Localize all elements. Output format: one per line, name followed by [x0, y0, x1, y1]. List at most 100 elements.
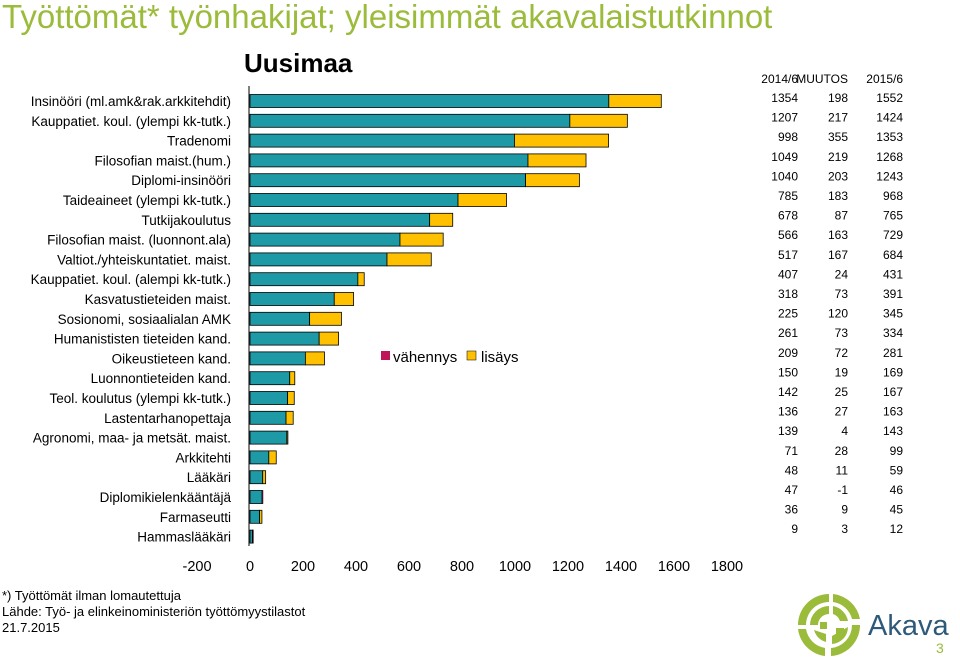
table-cell: 9	[841, 503, 848, 517]
table-cell: 1243	[876, 169, 903, 183]
bar-increase	[333, 292, 355, 306]
legend-label-increase: lisäys	[481, 349, 519, 366]
table-cell: 566	[778, 228, 798, 242]
bar-base	[249, 351, 306, 366]
table-cell: 203	[828, 169, 848, 183]
footnote-date: 21.7.2015	[2, 620, 60, 635]
x-tick-label: 400	[344, 559, 368, 575]
legend-swatch-increase	[466, 350, 477, 361]
logo-text: Akava	[868, 610, 949, 642]
legend: vähennys lisäys	[381, 349, 519, 366]
bar-increase	[514, 133, 609, 148]
x-tick-label: 1800	[711, 559, 743, 575]
bar-increase	[287, 391, 295, 405]
table-cell: 27	[835, 405, 849, 419]
table-cell: 136	[778, 405, 798, 419]
table-cell: 355	[828, 130, 848, 144]
table-cell: 684	[883, 248, 903, 262]
table-cell: 345	[883, 307, 903, 321]
x-tick-label: 200	[291, 559, 315, 575]
table-cell: 998	[778, 130, 798, 144]
table-cell: 407	[778, 267, 798, 281]
table-cell: 11	[836, 463, 849, 477]
bar-base	[249, 193, 459, 207]
bar-base	[249, 153, 529, 168]
bar-increase	[268, 450, 277, 465]
bar-increase	[357, 272, 365, 287]
category-label: Valtiot./yhteiskuntatiet. maist.	[57, 252, 231, 267]
table-header: MUUTOS	[796, 72, 848, 86]
table-cell: 12	[890, 522, 904, 536]
table-cell: 87	[835, 209, 849, 223]
legend-label-decrease: vähennys	[393, 349, 457, 366]
table-cell: 4	[841, 424, 848, 438]
page-title: Työttömät* työnhakijat; yleisimmät akava…	[2, 0, 773, 35]
table-cell: 46	[890, 483, 904, 497]
table-cell: 1424	[876, 111, 903, 125]
bar-increase	[525, 173, 580, 188]
table-cell: 25	[835, 385, 849, 399]
table-cell: 281	[883, 346, 903, 360]
table-cell: 209	[778, 346, 798, 360]
x-tick-label: -200	[182, 559, 211, 575]
bar-base	[249, 133, 515, 148]
table-cell: 72	[835, 346, 849, 360]
category-label: Hammaslääkäri	[137, 530, 231, 545]
category-label: Lääkäri	[187, 470, 231, 485]
x-tick-label: 600	[397, 559, 421, 575]
bar-base	[249, 391, 289, 405]
category-label: Sosionomi, sosiaalialan AMK	[58, 312, 231, 327]
x-tick-label: 1000	[499, 559, 531, 575]
table-cell: 167	[883, 385, 903, 399]
table-cell: 785	[778, 189, 798, 203]
bar-increase	[429, 212, 454, 227]
table-cell: 142	[778, 385, 798, 399]
bar-base	[249, 212, 431, 227]
footnote-source: Lähde: Työ- ja elinkeinoministeriön työt…	[2, 604, 306, 619]
table-cell: 169	[883, 365, 903, 379]
x-tick-label: 1200	[552, 559, 584, 575]
category-label: Teol. koulutus (ylempi kk-tutk.)	[49, 391, 231, 406]
table-cell: 334	[883, 326, 903, 340]
bar-base	[249, 292, 335, 306]
table-cell: 318	[778, 287, 798, 301]
table-cell: 219	[828, 150, 848, 164]
bar-base	[249, 232, 401, 247]
bar-increase	[386, 252, 432, 267]
table-cell: 678	[778, 209, 798, 223]
table-cell: 73	[835, 326, 849, 340]
table-cell: 36	[785, 503, 799, 517]
table-cell: 261	[778, 326, 798, 340]
akava-logo: Akava	[798, 594, 949, 656]
legend-swatch-decrease	[381, 351, 390, 360]
table-cell: 24	[835, 267, 849, 281]
table-cell: 1552	[876, 91, 903, 105]
table-cell: 59	[890, 463, 904, 477]
category-label: Filosofian maist.(hum.)	[94, 153, 231, 168]
x-tick-label: 1600	[658, 559, 690, 575]
bar-increase	[457, 193, 507, 207]
bar-base	[249, 311, 311, 326]
table-cell: 1353	[876, 130, 903, 144]
bar-decrease	[261, 490, 264, 504]
table-cell: 45	[890, 503, 904, 517]
table-cell: 150	[778, 365, 798, 379]
table-cell: 163	[828, 228, 848, 242]
table-cell: 517	[778, 248, 798, 262]
table-cell: 217	[828, 111, 848, 125]
footnote: *) Työttömät ilman lomautettuja Lähde: T…	[2, 588, 305, 636]
bar-increase	[318, 331, 339, 346]
table-cell: 1049	[771, 150, 798, 164]
table-cell: 391	[883, 287, 903, 301]
table-cell: 9	[791, 522, 798, 536]
bar-increase	[289, 371, 296, 386]
bar-base	[249, 252, 388, 267]
bar-base	[249, 470, 264, 485]
bar-increase	[259, 509, 263, 524]
bar-base	[249, 410, 287, 425]
logo-mark-icon	[798, 594, 861, 656]
table-cell: 19	[835, 365, 849, 379]
region-title: Uusimaa	[244, 48, 353, 78]
table-cell: 143	[883, 424, 903, 438]
